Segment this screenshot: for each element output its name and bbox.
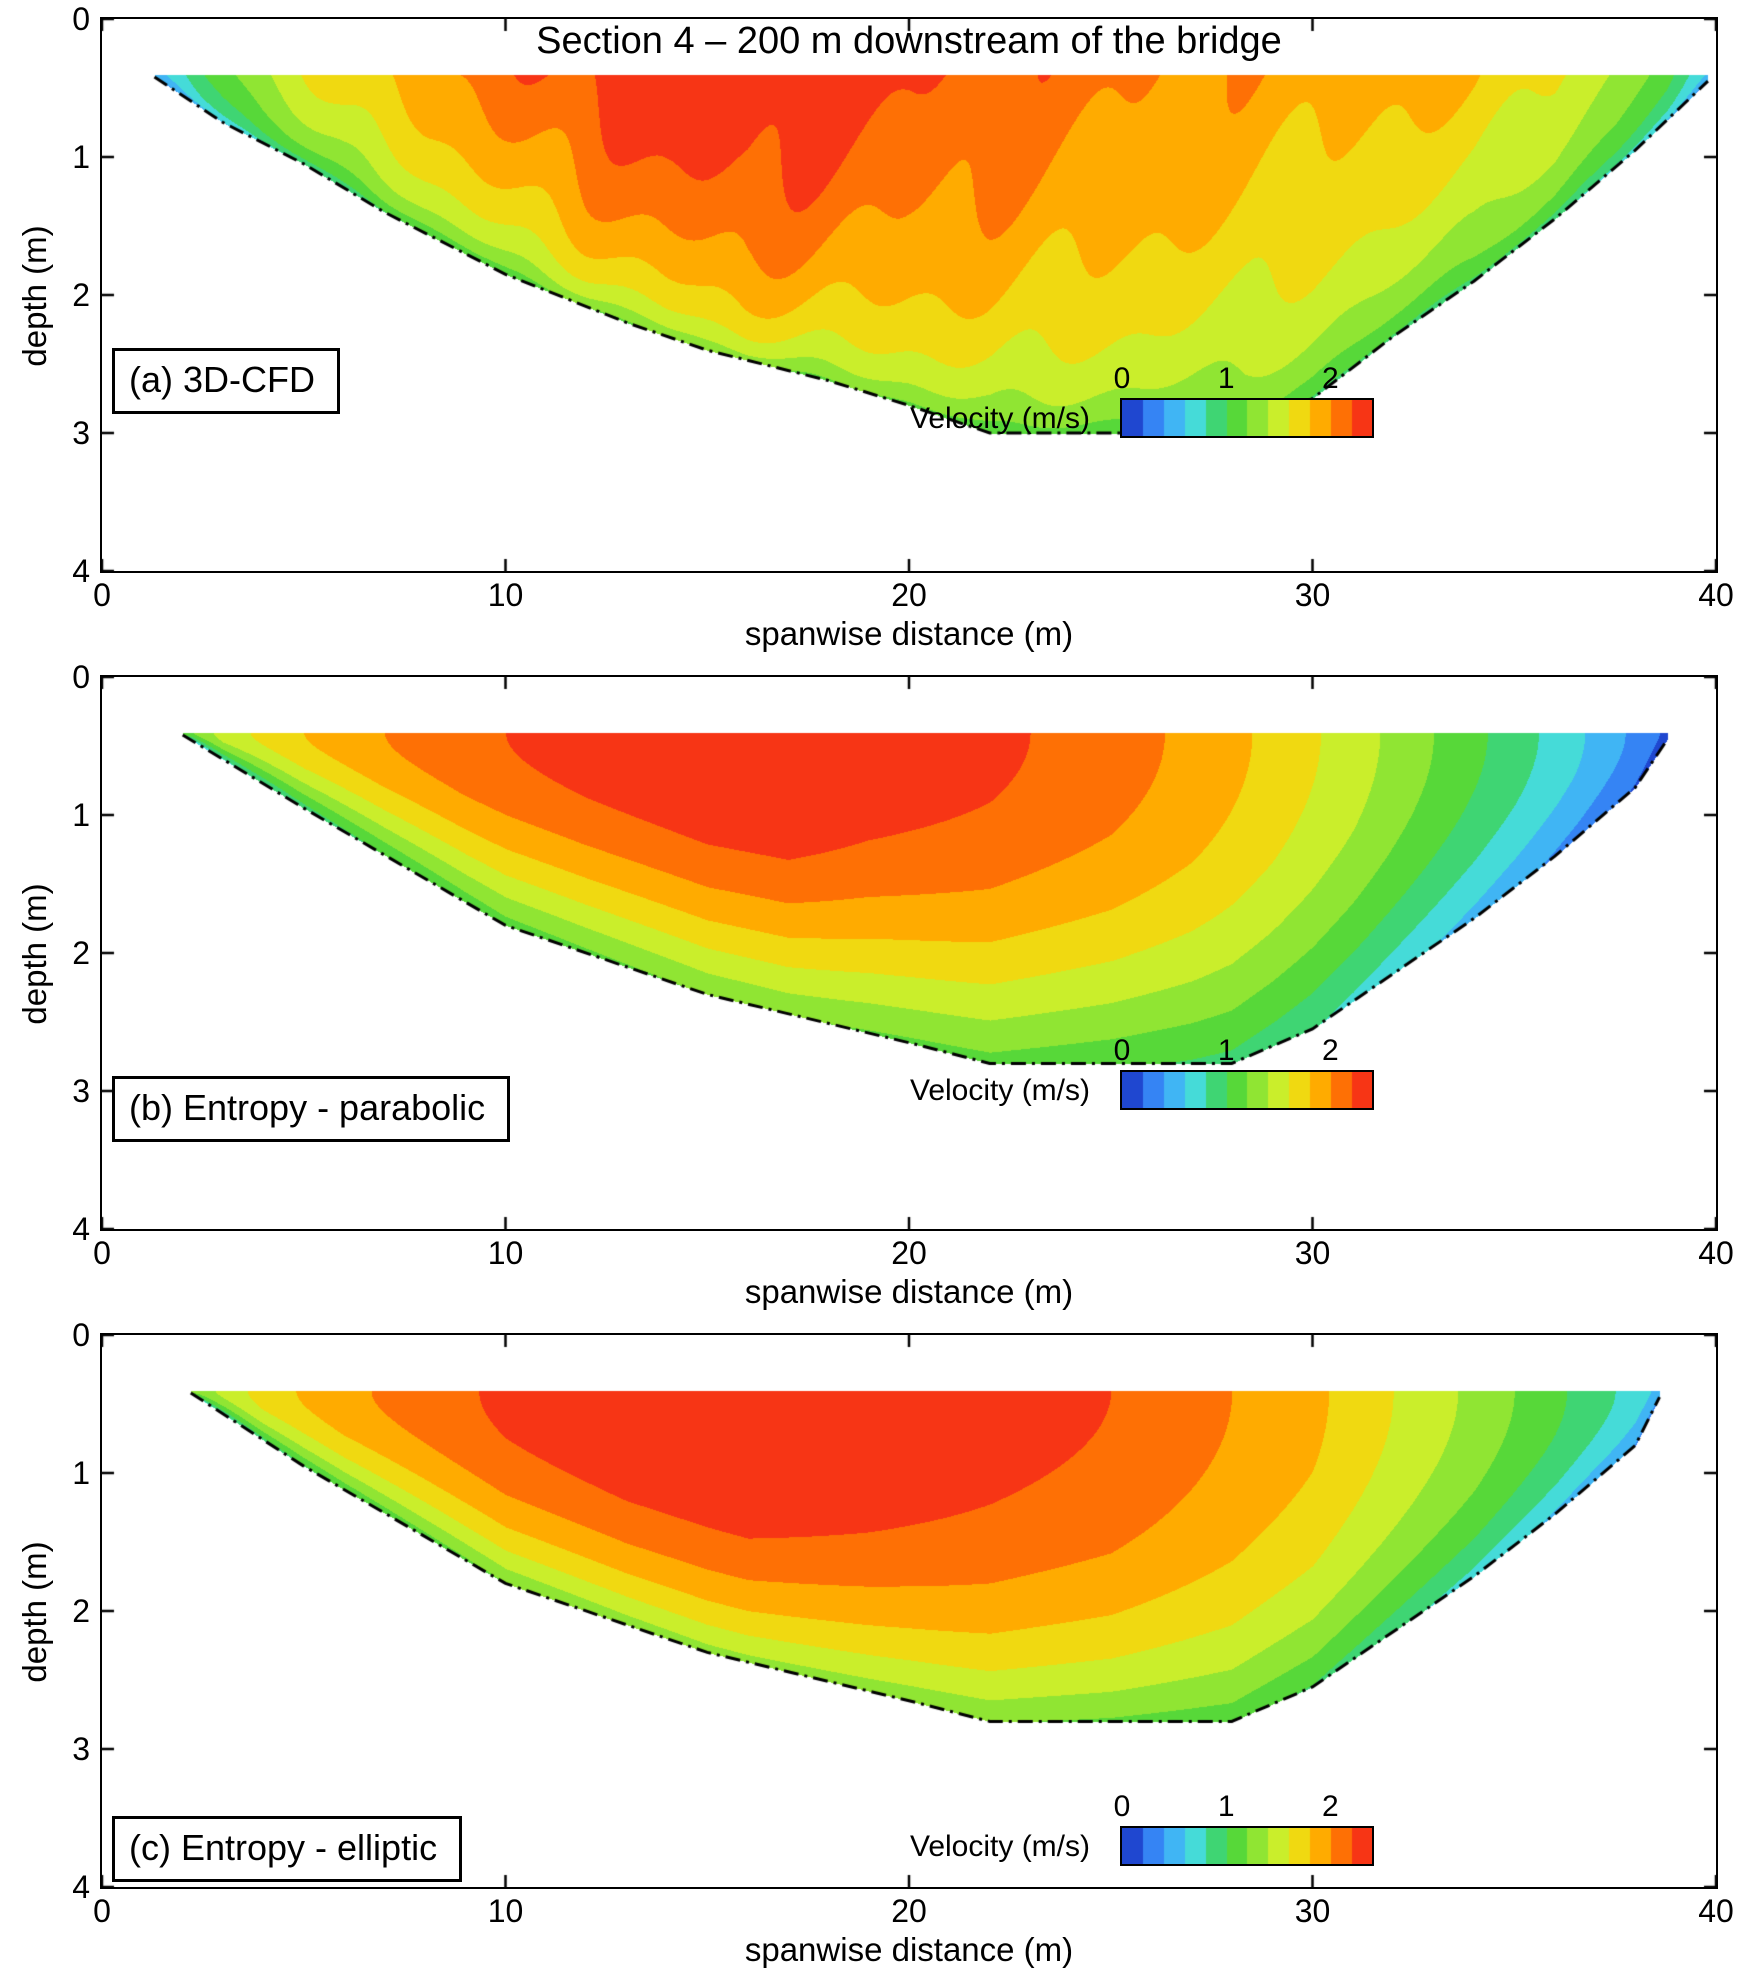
panel-b: depth (m) spanwise distance (m) (b) Entr…	[0, 658, 1759, 1316]
panel-a: Section 4 – 200 m downstream of the brid…	[0, 0, 1759, 658]
x-axis-label-c: spanwise distance (m)	[744, 1931, 1074, 1968]
y-tick-label: 3	[72, 1731, 90, 1767]
y-tick-label: 1	[72, 797, 90, 833]
x-tick-label: 40	[1698, 577, 1734, 613]
x-tick-label: 0	[93, 577, 111, 613]
y-tick-label: 1	[72, 139, 90, 175]
panel-label-b: (b) Entropy - parabolic	[112, 1076, 511, 1142]
x-tick-label: 20	[891, 1893, 927, 1929]
x-tick-label: 10	[487, 577, 524, 613]
colorbar-label-a: Velocity (m/s)	[909, 402, 1090, 435]
contour-plot-c	[100, 1333, 1718, 1889]
figure-title: Section 4 – 200 m downstream of the brid…	[536, 20, 1282, 62]
colorbar-gradient-c	[1120, 1826, 1374, 1866]
contour-plot-a	[100, 17, 1718, 573]
y-tick-label: 3	[72, 1073, 90, 1109]
x-tick-label: 10	[487, 1893, 524, 1929]
x-tick-label: 30	[1294, 1893, 1331, 1929]
colorbar-gradient-a	[1120, 398, 1374, 438]
y-tick-label: 4	[72, 1211, 90, 1247]
x-tick-label: 20	[891, 1235, 927, 1271]
contour-plot-b	[100, 675, 1718, 1231]
colorbar-tick-label: 2	[1321, 362, 1339, 395]
x-tick-label: 40	[1698, 1235, 1734, 1271]
y-tick-label: 3	[72, 415, 90, 451]
colorbar-gradient-b	[1120, 1070, 1374, 1110]
x-axis-label-b: spanwise distance (m)	[744, 1273, 1074, 1310]
x-axis-label-a: spanwise distance (m)	[744, 615, 1074, 652]
x-tick-label: 20	[891, 577, 927, 613]
colorbar-tick-label: 1	[1217, 362, 1235, 395]
colorbar-tick-label: 1	[1217, 1790, 1235, 1823]
colorbar-label-b: Velocity (m/s)	[909, 1074, 1090, 1107]
colorbar-tick-label: 0	[1113, 362, 1131, 395]
colorbar-tick-label: 0	[1113, 1034, 1131, 1067]
y-tick-label: 1	[72, 1455, 90, 1491]
y-tick-label: 2	[72, 1593, 90, 1629]
x-tick-label: 30	[1294, 1235, 1331, 1271]
x-tick-label: 0	[93, 1893, 111, 1929]
y-tick-label: 2	[72, 277, 90, 313]
colorbar-tick-label: 2	[1321, 1034, 1339, 1067]
panel-label-c: (c) Entropy - elliptic	[112, 1816, 463, 1882]
colorbar-label-c: Velocity (m/s)	[909, 1830, 1090, 1863]
y-tick-label: 4	[72, 1869, 90, 1905]
y-tick-label: 4	[72, 553, 90, 589]
colorbar-tick-label: 1	[1217, 1034, 1235, 1067]
x-tick-label: 30	[1294, 577, 1331, 613]
panel-label-a: (a) 3D-CFD	[112, 348, 340, 414]
x-tick-label: 10	[487, 1235, 524, 1271]
x-tick-label: 40	[1698, 1893, 1734, 1929]
y-tick-label: 0	[72, 1317, 90, 1353]
colorbar-tick-label: 2	[1321, 1790, 1339, 1823]
y-tick-label: 0	[72, 1, 90, 37]
colorbar-tick-label: 0	[1113, 1790, 1131, 1823]
y-tick-label: 0	[72, 659, 90, 695]
panel-c: depth (m) spanwise distance (m) (c) Entr…	[0, 1316, 1759, 1974]
x-tick-label: 0	[93, 1235, 111, 1271]
y-tick-label: 2	[72, 935, 90, 971]
